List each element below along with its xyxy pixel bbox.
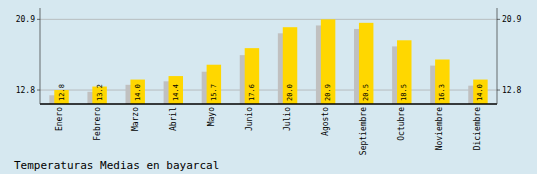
data-label: 15.7	[210, 84, 218, 101]
bar	[130, 80, 144, 104]
x-tick-label: Noviembre	[435, 107, 444, 151]
y2-tick-label: 12.8	[502, 86, 521, 95]
x-tick-label: Septiembre	[359, 107, 368, 155]
y-tick-label: 12.8	[16, 86, 35, 95]
background	[0, 0, 537, 174]
y2-tick	[497, 90, 500, 91]
title: Temperaturas Medias en bayarcal	[14, 159, 219, 172]
chart: 12.8 13.2 14.0 14.4 15.7 17.6 20.0 20.9 20.5 18.5…	[0, 0, 537, 174]
x-tick-label: Marzo	[131, 107, 140, 131]
y-tick-label: 20.9	[16, 15, 35, 24]
data-label: 18.5	[400, 84, 408, 101]
grid-line	[40, 19, 497, 20]
x-axis-line	[40, 103, 497, 105]
data-label: 14.0	[134, 84, 142, 101]
y-axis-line	[40, 8, 41, 104]
bar	[397, 40, 411, 104]
x-tick-label: Mayo	[207, 107, 216, 126]
bar	[359, 23, 373, 104]
x-tick-label: Febrero	[93, 107, 102, 141]
bar	[245, 48, 259, 104]
x-tick-label: Octubre	[397, 107, 406, 141]
data-label: 16.3	[438, 84, 446, 101]
x-tick-label: Agosto	[321, 107, 330, 136]
data-label: 20.9	[324, 84, 332, 101]
x-tick-label: Julio	[283, 107, 292, 131]
y2-tick-label: 20.9	[502, 15, 521, 24]
bar	[207, 65, 221, 104]
y-tick	[37, 19, 40, 20]
data-label: 20.0	[286, 84, 294, 101]
x-tick-label: Enero	[55, 107, 64, 131]
data-label: 12.8	[58, 84, 66, 101]
bar	[283, 27, 297, 104]
y-tick	[37, 90, 40, 91]
bar	[473, 80, 487, 104]
x-tick-label: Abril	[169, 107, 178, 131]
bar	[321, 19, 335, 104]
y2-tick	[497, 19, 500, 20]
bars	[49, 19, 487, 104]
y2-axis-line	[497, 8, 498, 104]
x-tick-label: Diciembre	[473, 107, 482, 151]
x-tick-label: Junio	[245, 107, 254, 131]
data-label: 20.5	[362, 84, 370, 101]
data-label: 17.6	[248, 84, 256, 101]
data-label: 14.0	[476, 84, 484, 101]
bar	[169, 76, 183, 104]
data-label: 14.4	[172, 84, 180, 101]
grid-line	[40, 90, 497, 91]
data-label: 13.2	[96, 84, 104, 101]
bar	[435, 59, 449, 104]
